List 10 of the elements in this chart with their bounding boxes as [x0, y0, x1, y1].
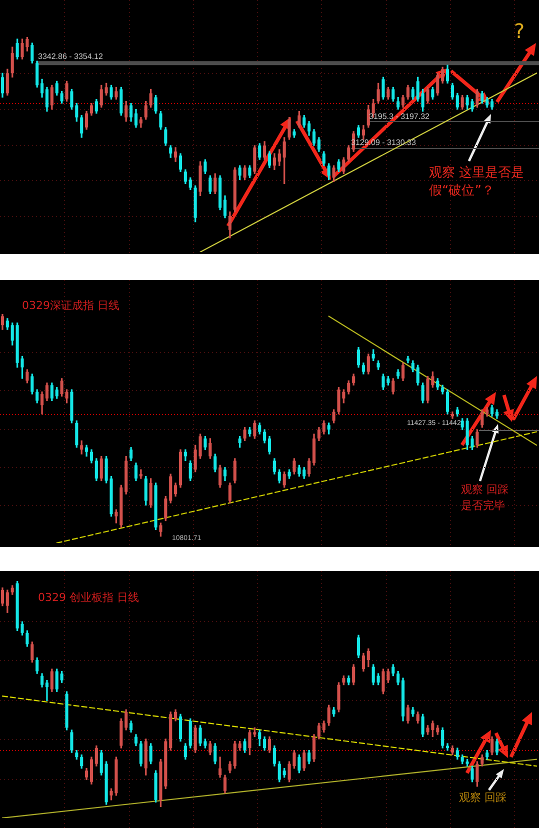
- annotation: ?: [514, 19, 525, 44]
- annotation: 观察 回踩: [459, 790, 506, 804]
- text: 0329 创业板指 日线: [38, 590, 139, 604]
- annotation: 观察 回踩: [461, 482, 508, 496]
- candlestick: [45, 680, 49, 701]
- annotation: 假“破位”？: [429, 183, 494, 198]
- annotation: 观察 这里是否是: [429, 164, 524, 180]
- chart-title: 0329深证成指 日线: [22, 298, 120, 312]
- annotation: 3342.86 - 3354.12: [38, 52, 104, 62]
- annotation: 是否完毕: [461, 498, 505, 512]
